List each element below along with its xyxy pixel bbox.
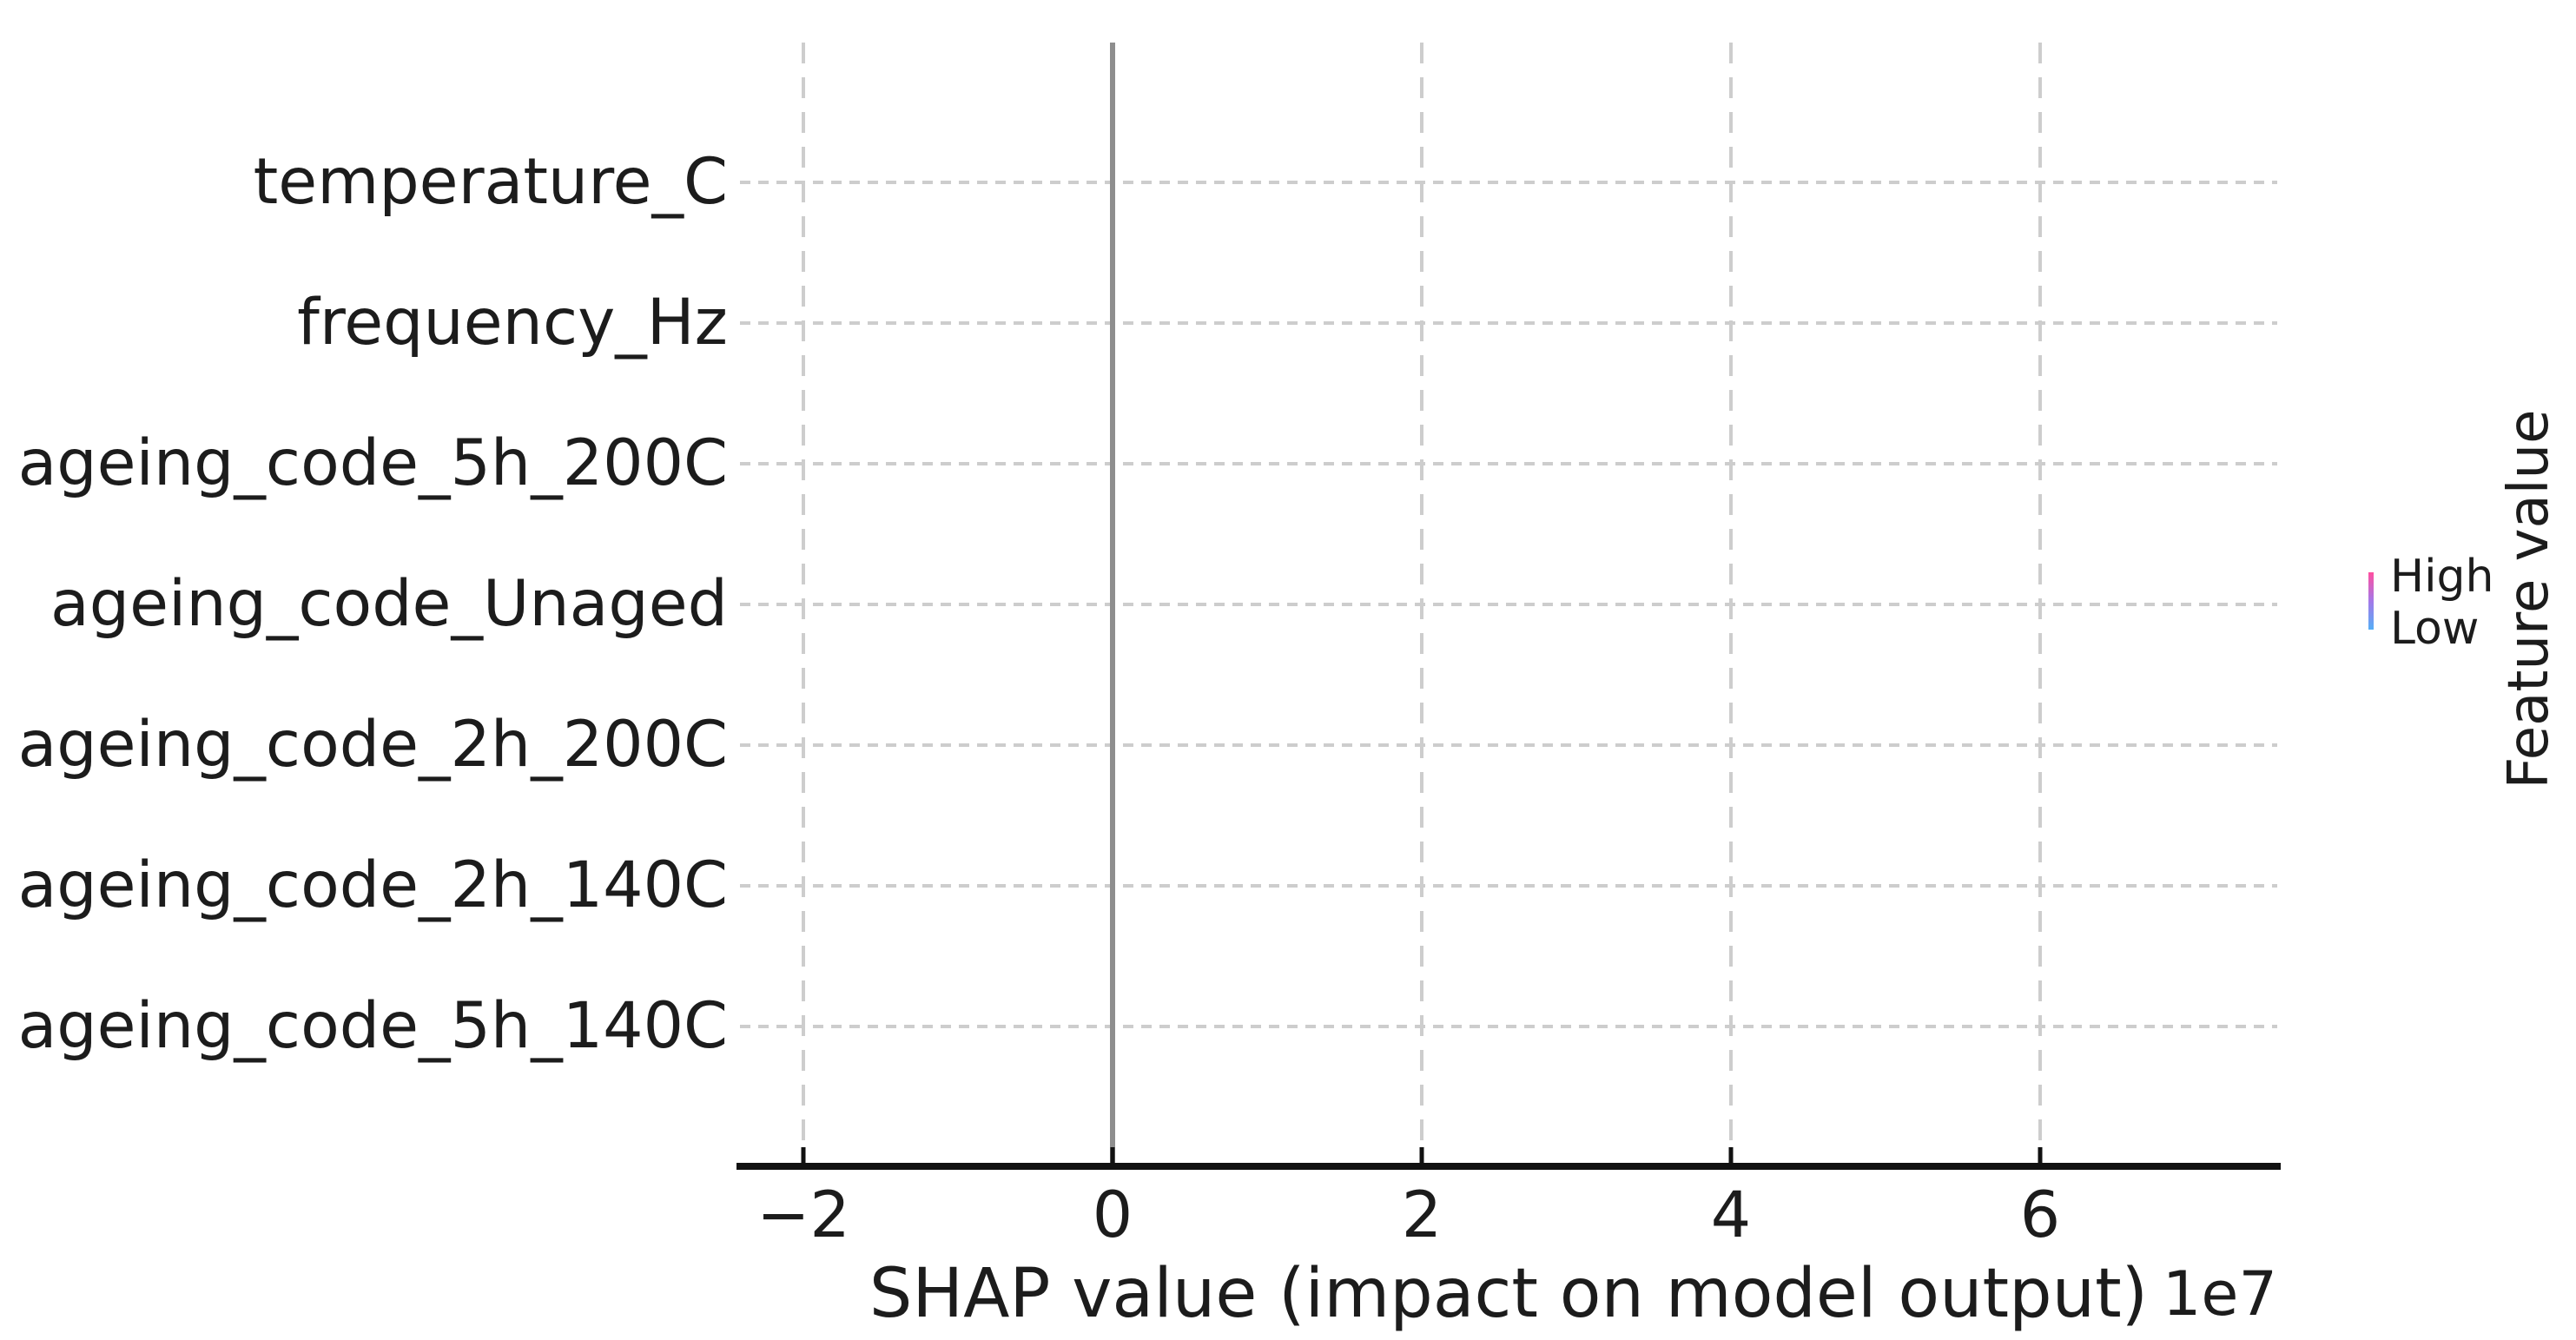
scale-offset-label: 1e7 — [2163, 1258, 2277, 1330]
feature-label: ageing_code_2h_140C — [18, 848, 728, 922]
gridlines-horizontal — [740, 181, 2277, 1028]
colorbar-high-label: High — [2390, 551, 2494, 603]
feature-label: ageing_code_2h_200C — [18, 708, 728, 782]
feature-labels: temperature_C frequency_Hz ageing_code_5… — [18, 145, 728, 1063]
colorbar-title: Feature value — [2497, 410, 2561, 789]
x-tick-label: 0 — [1093, 1178, 1133, 1252]
x-tick-label: 6 — [2020, 1178, 2060, 1252]
x-tick-marks — [801, 1147, 2043, 1166]
feature-label: temperature_C — [254, 145, 728, 219]
x-tick-label: −2 — [756, 1178, 850, 1252]
feature-label: ageing_code_Unaged — [50, 567, 728, 641]
x-tick-label: 4 — [1711, 1178, 1751, 1252]
x-axis-label: SHAP value (impact on model output) — [869, 1255, 2148, 1333]
feature-label: frequency_Hz — [297, 286, 728, 360]
colorbar-low-label: Low — [2390, 603, 2479, 655]
colorbar-legend: High Low Feature value — [2368, 410, 2561, 789]
feature-label: ageing_code_5h_200C — [18, 426, 728, 500]
x-tick-label: 2 — [1402, 1178, 1442, 1252]
colorbar — [2368, 572, 2374, 630]
x-tick-labels: −2 0 2 4 6 — [756, 1178, 2060, 1252]
feature-label: ageing_code_5h_140C — [18, 989, 728, 1063]
